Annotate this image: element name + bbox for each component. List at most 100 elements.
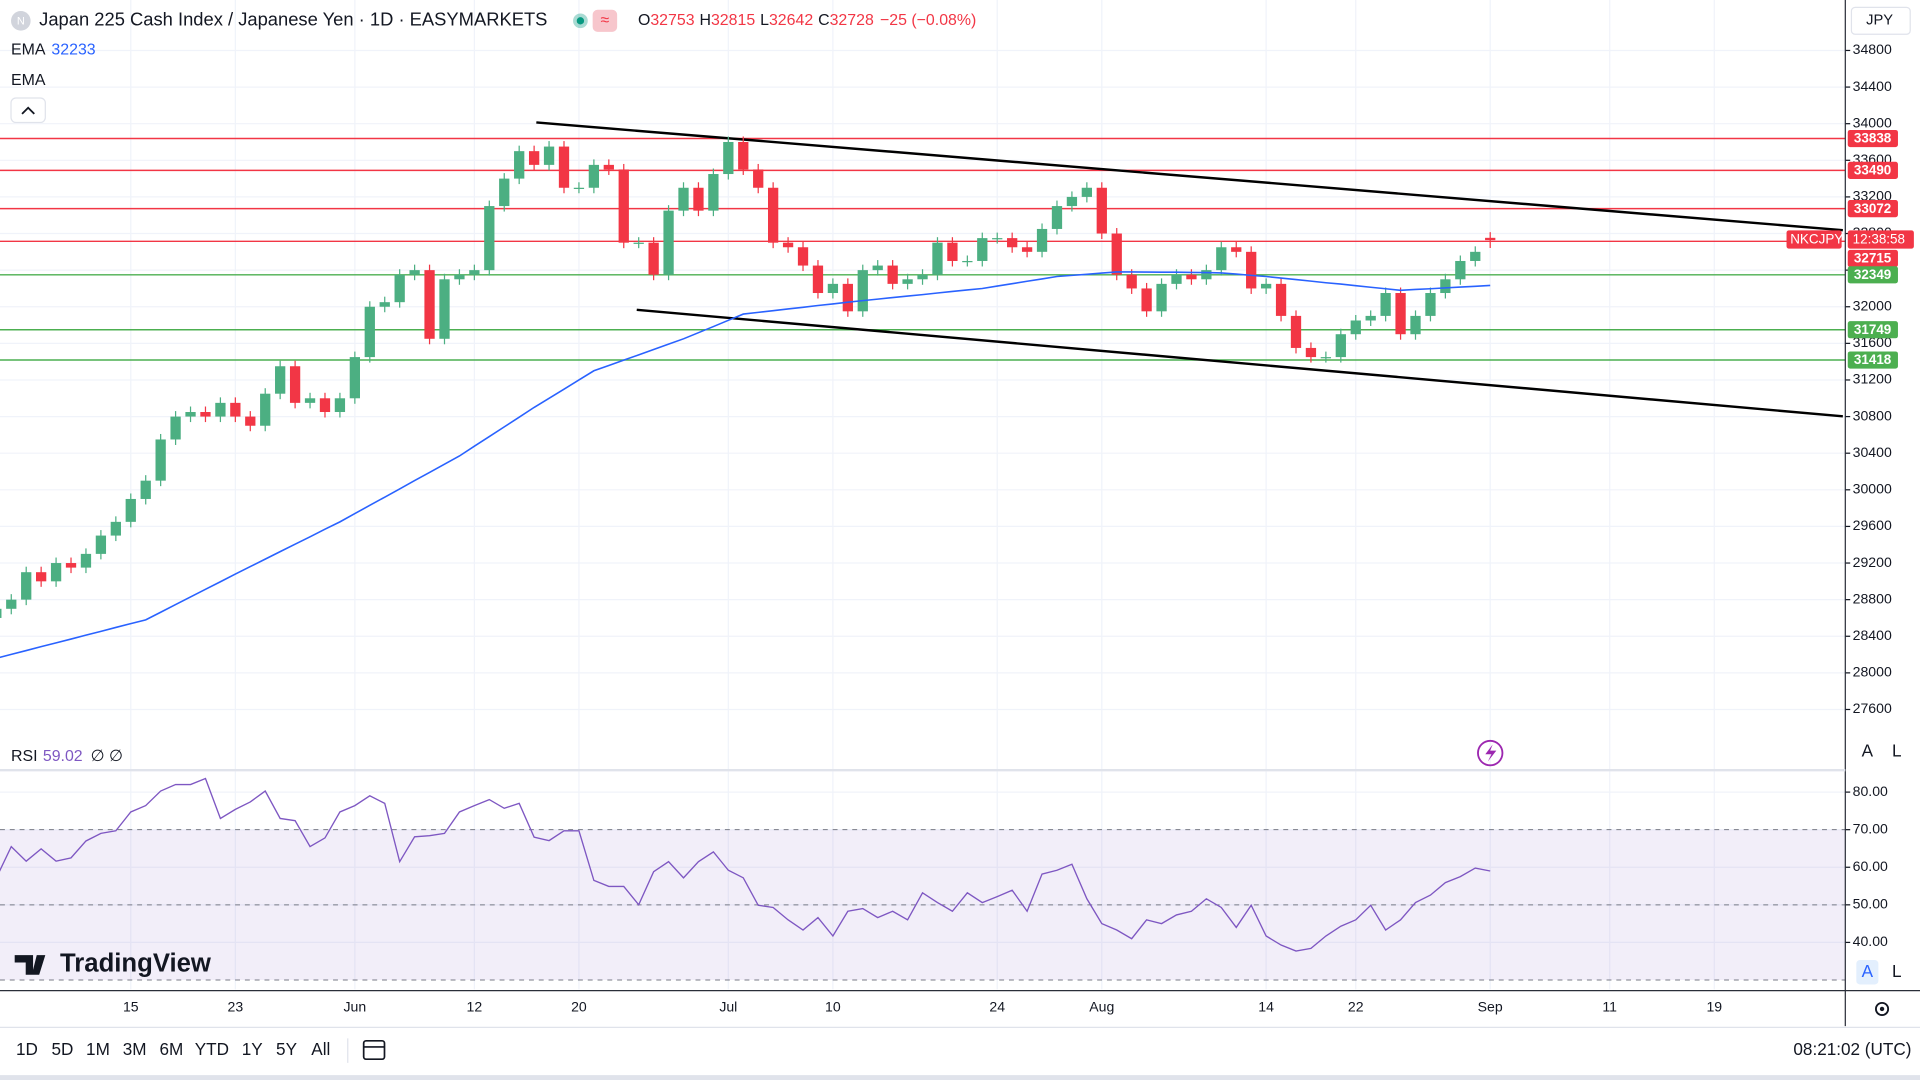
candle-body [1171, 274, 1182, 284]
ohlc-value: 32815 [711, 12, 755, 29]
currency-button[interactable] [1850, 6, 1911, 35]
candle-body [1410, 315, 1421, 335]
candle-body [708, 174, 719, 211]
candle-body [812, 265, 824, 294]
range-button[interactable]: YTD [195, 1039, 229, 1059]
level-badge-label: 33490 [1854, 163, 1891, 178]
candle-body [558, 146, 570, 188]
candle-body [588, 164, 600, 188]
candle-body [6, 599, 17, 609]
candle-body [1126, 274, 1137, 289]
ohlc-legend: O32753 H32815 L32642 C32728 −25 (−0.08%) [638, 12, 976, 29]
calendar-icon[interactable] [362, 1039, 386, 1061]
log-scale-button[interactable]: L [1892, 961, 1902, 981]
candle-body [528, 151, 540, 165]
y-tick-label: 31200 [1853, 371, 1892, 387]
candle-body [1425, 293, 1436, 316]
symbol-badge [1786, 230, 1842, 249]
auto-scale-button[interactable]: A [1862, 961, 1874, 981]
log-scale-button[interactable]: L [1892, 740, 1902, 760]
range-button[interactable]: 5Y [276, 1039, 298, 1059]
candle-body [782, 242, 794, 248]
y-tick-label: 32000 [1853, 297, 1892, 313]
candle-body [1350, 320, 1361, 335]
candle-body [723, 141, 734, 175]
candle-body [887, 265, 898, 284]
data-delay-icon-glyph: ≈ [601, 12, 610, 29]
candle-body [454, 274, 465, 280]
currency-label: JPY [1866, 13, 1893, 29]
x-tick-label: Jul [719, 998, 737, 1014]
data-delay-icon[interactable] [592, 9, 618, 32]
level-badge-label: 33838 [1854, 131, 1892, 146]
candle-body [484, 206, 495, 271]
candle-body [155, 439, 166, 481]
candle-body [1111, 233, 1122, 275]
candle-body [872, 265, 883, 271]
rsi-param: ∅ [109, 748, 123, 765]
symbol-icon-letter: N [17, 15, 25, 27]
range-button[interactable]: 1M [86, 1039, 110, 1059]
auto-scale-button[interactable]: A [1862, 740, 1874, 760]
candle-body [1380, 293, 1391, 316]
collapse-button[interactable] [10, 97, 46, 124]
candle-body [962, 260, 973, 263]
candle-body [125, 498, 136, 522]
settings-icon[interactable] [1875, 1001, 1890, 1017]
candle-body [1455, 260, 1466, 280]
candle-body [110, 521, 121, 536]
candle-body [21, 572, 32, 600]
candle-body [932, 242, 943, 275]
candle-body [1440, 279, 1451, 294]
candle-body [678, 187, 689, 211]
candle-body [65, 563, 77, 568]
logo-icon [14, 955, 46, 975]
y-tick-label: 80.00 [1853, 783, 1888, 799]
x-tick-label: 10 [825, 998, 841, 1014]
y-tick-label: 27600 [1853, 700, 1892, 716]
level-badge [1847, 200, 1898, 218]
status-dot [576, 17, 585, 25]
countdown-badge [1847, 230, 1914, 249]
y-tick-label: 60.00 [1853, 858, 1888, 874]
range-button[interactable]: All [311, 1039, 330, 1059]
level-badge [1847, 266, 1898, 284]
y-tick-label: 40.00 [1853, 933, 1888, 949]
level-badge [1847, 161, 1898, 179]
rsi-param: ∅ [91, 748, 105, 765]
candle-body [1395, 293, 1406, 335]
candle-body [603, 164, 614, 170]
candle-body [1051, 206, 1063, 229]
range-button[interactable]: 1D [16, 1039, 38, 1059]
level-badge [1847, 249, 1898, 268]
chart-title: Japan 225 Cash Index / Japanese Yen · 1D… [39, 9, 547, 30]
candle-body [514, 151, 525, 179]
x-tick-label: 23 [228, 998, 244, 1014]
candle-body [170, 416, 181, 440]
y-tick-label: 28800 [1853, 590, 1892, 606]
candle-body [633, 242, 644, 244]
candle-body [1141, 288, 1152, 312]
indicator-name: EMA [11, 72, 46, 89]
range-button[interactable]: 1Y [242, 1039, 264, 1059]
y-tick-label: 34000 [1853, 114, 1892, 130]
candle-body [768, 187, 779, 243]
overlay-layer: 15 23 Jun 12 20 Jul 10 24 Aug 14 22 Sep 11 19 33838 334… [123, 129, 1914, 1014]
candle-body [1186, 274, 1197, 280]
range-button[interactable]: 3M [123, 1039, 147, 1059]
range-button[interactable]: 6M [160, 1039, 184, 1059]
series-line [0, 777, 1491, 952]
x-tick-label: Sep [1478, 998, 1503, 1014]
candle-body [334, 398, 346, 413]
y-tick-label: 70.00 [1853, 820, 1888, 836]
candle-body [200, 412, 211, 417]
candle-body [1156, 283, 1167, 312]
candle-body [1335, 334, 1346, 358]
ohlc-change: −25 (−0.08%) [880, 12, 976, 29]
range-button[interactable]: 5D [51, 1039, 73, 1059]
event-icon[interactable] [1477, 739, 1504, 767]
candle-body [1470, 251, 1481, 261]
candle-body [439, 279, 450, 339]
candle-body [275, 366, 286, 394]
candle-body [1081, 187, 1092, 197]
